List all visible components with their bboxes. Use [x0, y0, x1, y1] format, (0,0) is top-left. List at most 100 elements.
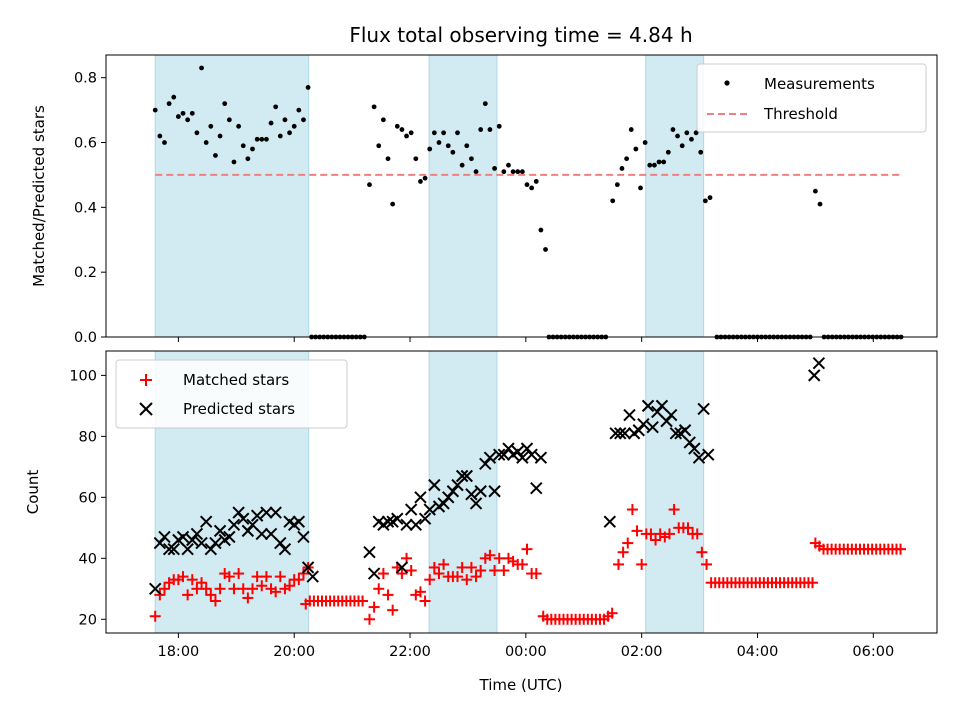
measurement-point [487, 127, 493, 132]
matched-star-point [405, 565, 417, 577]
measurement-point [455, 130, 460, 136]
predicted-star-point [167, 542, 180, 556]
matched-star-point [465, 561, 477, 573]
measurement-point [236, 123, 242, 129]
legend-label-matched: Matched stars [183, 371, 289, 389]
predicted-star-point [223, 530, 236, 544]
matched-star-point [668, 504, 680, 516]
predicted-star-point [404, 503, 418, 516]
x-tick-label: 04:00 [737, 644, 779, 660]
predicted-star-point [204, 542, 218, 556]
x-tick-label: 02:00 [621, 644, 663, 660]
matched-star-point [284, 580, 296, 592]
measurement-point [380, 117, 386, 123]
matched-star-point [414, 586, 426, 598]
y-tick-label: 0.6 [74, 136, 97, 152]
predicted-star-point [520, 442, 534, 455]
matched-star-point [214, 583, 226, 595]
predicted-star-point [651, 405, 664, 419]
matched-star-point [270, 586, 282, 598]
matched-star-point [228, 583, 240, 595]
matched-star-point [382, 589, 394, 601]
measurement-point [543, 247, 548, 252]
measurement-point [208, 123, 214, 129]
measurement-point [478, 127, 484, 132]
matched-star-point [149, 610, 161, 622]
legend: Measurements Threshold [696, 63, 927, 133]
measurement-point [226, 117, 232, 123]
measurement-point [675, 133, 680, 139]
measurement-point [812, 188, 818, 194]
measurement-point [614, 182, 620, 188]
legend: Matched stars Predicted stars [115, 359, 348, 429]
predicted-star-point [688, 442, 701, 455]
matched-star-point [650, 534, 662, 546]
x-axis-ticks: 18:00 20:00 22:00 00:00 02:00 04:00 06:00 [157, 633, 894, 660]
x-axis-ticks [177, 337, 874, 342]
measurement-point [698, 149, 704, 155]
predicted-star-point [232, 506, 245, 519]
measurement-point [413, 156, 419, 162]
predicted-star-point [655, 399, 669, 413]
matched-star-point [256, 580, 268, 592]
predicted-star-point [623, 408, 636, 422]
predicted-star-point [255, 527, 268, 541]
matched-star-point [293, 574, 305, 586]
measurement-point [254, 136, 260, 142]
measurement-point [250, 146, 255, 152]
measurement-point [213, 153, 218, 158]
predicted-star-point [492, 448, 506, 461]
predicted-star-point [260, 506, 273, 519]
measurement-point [175, 114, 181, 119]
predicted-star-point [525, 448, 538, 461]
measurement-point [394, 123, 400, 129]
measurement-point [633, 146, 639, 152]
measurement-point [376, 143, 382, 149]
predicted-star-point [153, 536, 167, 550]
measurement-point [268, 120, 274, 126]
matched-star-point [237, 583, 249, 595]
shaded-interval [645, 350, 705, 634]
predicted-star-point [292, 515, 306, 528]
measurement-point [492, 166, 497, 171]
matched-star-point [530, 568, 542, 580]
predicted-star-point [632, 424, 645, 437]
legend-label-measurements: Measurements [764, 75, 875, 93]
measurement-point [199, 65, 204, 71]
y-tick-label: 60 [79, 490, 97, 506]
predicted-star-point [660, 414, 673, 428]
legend-frame [696, 63, 927, 133]
predicted-star-point [428, 478, 441, 492]
matched-star-point [691, 528, 703, 540]
measurement-point [524, 182, 530, 188]
measurement-point [305, 85, 311, 90]
predicted-star-point [227, 518, 241, 531]
predicted-star-point [442, 491, 455, 504]
predicted-star-point [678, 424, 692, 437]
measurement-point [693, 130, 699, 136]
matched-star-point [663, 528, 675, 540]
predicted-star-point [190, 527, 204, 541]
predicted-star-point [692, 451, 706, 464]
matched-star-point [247, 583, 259, 595]
legend-label-threshold: Threshold [763, 105, 838, 123]
plot-frame [105, 350, 938, 634]
measurement-point [194, 130, 200, 136]
matched-star-point [233, 568, 245, 580]
predicted-star-point [363, 546, 376, 559]
measurement-point [496, 123, 502, 129]
predicted-star-point [400, 518, 413, 531]
measurement-point [277, 133, 283, 139]
predicted-star-point [808, 369, 821, 382]
measurement-point [240, 143, 246, 149]
matched-star-point [516, 558, 528, 570]
predicted-star-point [683, 436, 696, 449]
matched-star-point [191, 583, 203, 595]
predicted-star-point [250, 509, 264, 522]
shaded-intervals [154, 54, 705, 338]
matched-star-point [209, 595, 221, 607]
legend-marker-matched [140, 374, 152, 386]
predicted-star-point [391, 512, 404, 525]
predicted-star-point [241, 524, 255, 538]
